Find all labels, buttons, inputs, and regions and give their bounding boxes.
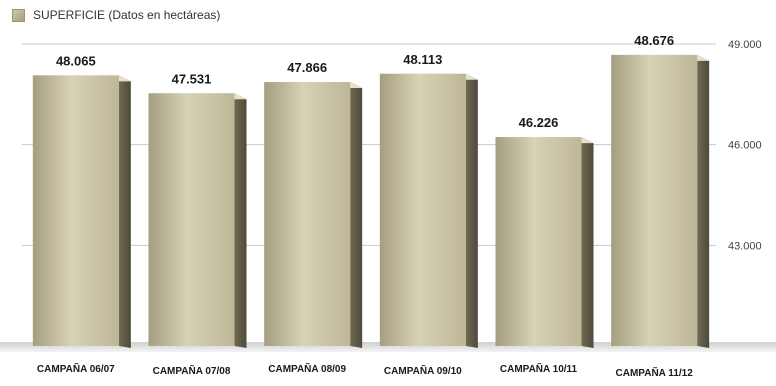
bar-side bbox=[697, 54, 710, 348]
category-label: CAMPAÑA 07/08 bbox=[153, 364, 231, 377]
bar-front bbox=[264, 82, 351, 346]
value-label: 48.676 bbox=[634, 33, 674, 48]
category-label: CAMPAÑA 09/10 bbox=[384, 364, 462, 377]
y-tick-label: 49.000 bbox=[728, 39, 762, 51]
bar bbox=[32, 75, 131, 348]
value-label: 48.113 bbox=[403, 52, 442, 67]
category-label: CAMPAÑA 10/11 bbox=[500, 362, 578, 375]
floor bbox=[0, 342, 776, 352]
category-label: CAMPAÑA 08/09 bbox=[268, 362, 346, 375]
category-labels: CAMPAÑA 06/07 CAMPAÑA 07/08 CAMPAÑA 08/09 C… bbox=[37, 362, 693, 379]
value-labels: 48.065 47.531 47.866 48.113 46.226 48.676 bbox=[56, 33, 674, 130]
floor-band bbox=[0, 342, 776, 352]
bar bbox=[495, 137, 594, 348]
value-label: 46.226 bbox=[519, 115, 559, 130]
bar-side bbox=[350, 82, 363, 348]
bars bbox=[32, 54, 710, 348]
bar-front bbox=[611, 54, 698, 346]
category-label: CAMPAÑA 06/07 bbox=[37, 362, 115, 375]
bar-side bbox=[465, 73, 478, 348]
value-label: 48.065 bbox=[56, 53, 96, 68]
value-label: 47.531 bbox=[172, 71, 212, 86]
y-tick-label: 43.000 bbox=[728, 240, 762, 252]
bar-side bbox=[118, 75, 131, 348]
gridlines bbox=[22, 43, 716, 246]
bar-side bbox=[234, 93, 247, 348]
bar-front bbox=[379, 73, 466, 346]
bar bbox=[379, 73, 478, 348]
bar-front bbox=[495, 137, 582, 346]
bar-side bbox=[581, 137, 594, 348]
legend-swatch bbox=[12, 8, 25, 22]
bar bbox=[148, 93, 247, 348]
bar bbox=[611, 54, 710, 348]
legend-label: SUPERFICIE (Datos en hectáreas) bbox=[33, 8, 221, 22]
bar bbox=[264, 82, 363, 348]
bar-front bbox=[148, 93, 235, 346]
bar-front bbox=[32, 75, 119, 346]
value-label: 47.866 bbox=[287, 60, 327, 75]
y-tick-label: 46.000 bbox=[728, 140, 762, 152]
category-label: CAMPAÑA 11/12 bbox=[616, 366, 694, 379]
y-axis-ticks: 43.000 46.000 49.000 bbox=[728, 39, 762, 252]
chart-legend: SUPERFICIE (Datos en hectáreas) bbox=[12, 8, 220, 22]
